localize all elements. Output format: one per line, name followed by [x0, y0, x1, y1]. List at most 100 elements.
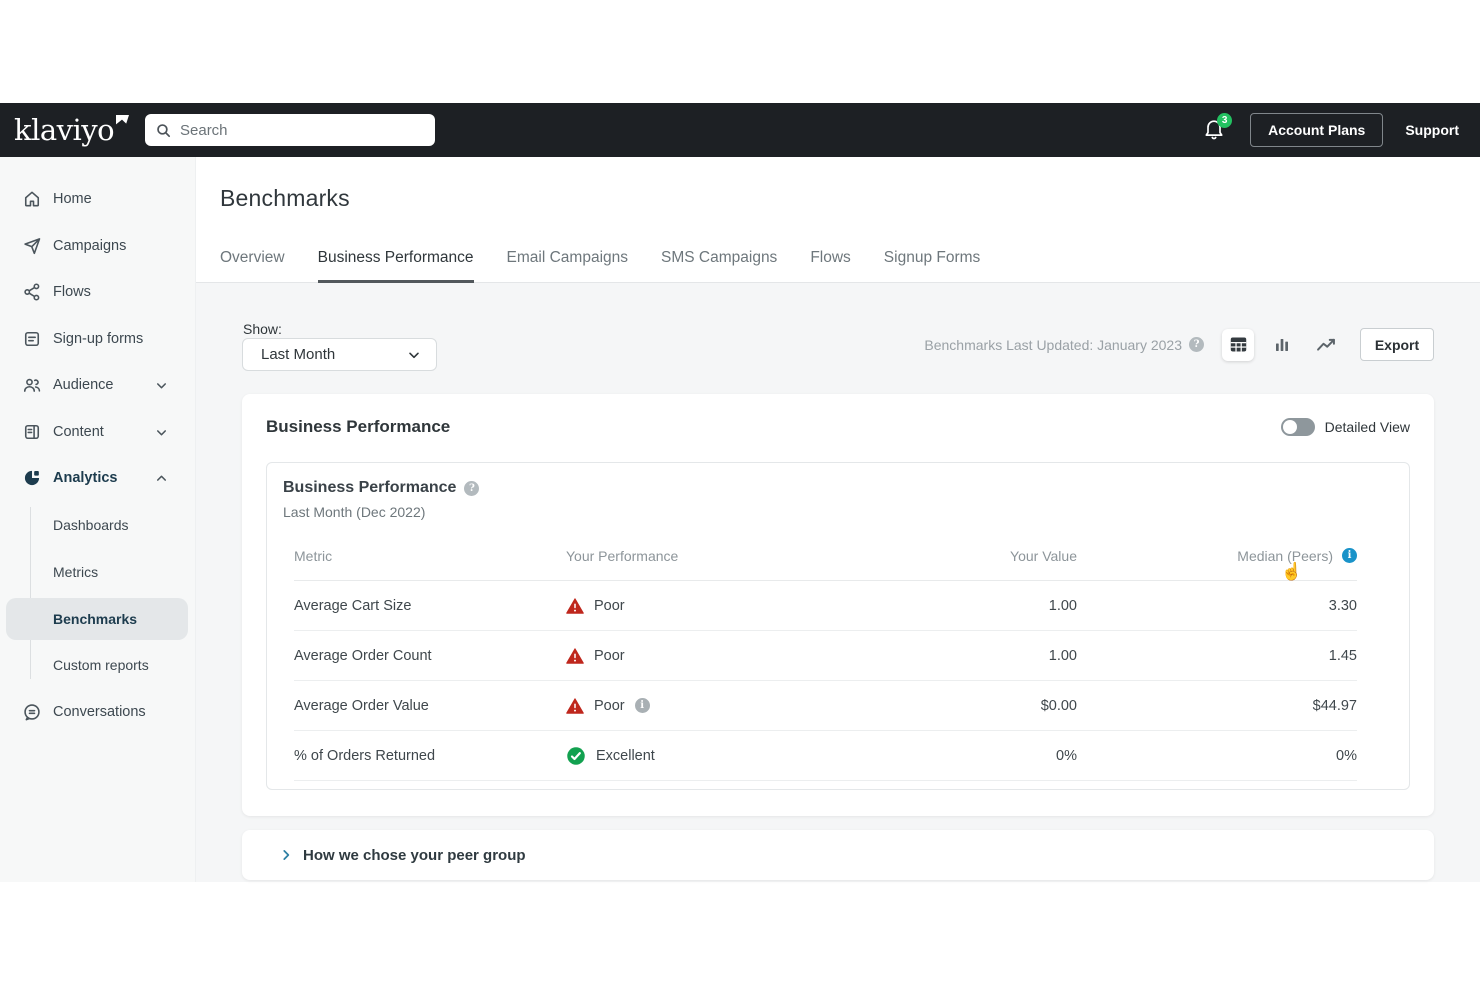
- period-select[interactable]: Last Month: [242, 338, 437, 371]
- sidebar-item-dashboards[interactable]: Dashboards: [6, 504, 188, 546]
- info-icon[interactable]: i: [1342, 548, 1357, 563]
- peer-group-expander[interactable]: How we chose your peer group: [242, 830, 1434, 880]
- report-title: Business Performance: [283, 479, 456, 497]
- screen: klaviyo 3 Account Plans Support: [0, 0, 1480, 987]
- performance-cell: Poor: [566, 648, 827, 664]
- sidebar-item-label: Dashboards: [53, 517, 129, 533]
- bar-chart-view-button[interactable]: [1266, 329, 1298, 361]
- info-icon[interactable]: i: [635, 698, 650, 713]
- search-icon: [155, 122, 172, 139]
- sidebar: Home Campaigns Flows Sign-up forms Audie…: [0, 157, 196, 882]
- page-title: Benchmarks: [220, 185, 350, 212]
- flows-icon: [22, 282, 42, 302]
- table-row: Average Cart Size Poor 1.00 3.30: [294, 581, 1357, 631]
- column-header-performance: Your Performance: [566, 548, 827, 564]
- logo-wordmark: klaviyo: [14, 113, 114, 147]
- business-performance-panel: Business Performance Detailed View Busin…: [242, 394, 1434, 816]
- table-view-button[interactable]: [1222, 329, 1254, 361]
- check-circle-icon: [566, 746, 586, 766]
- sidebar-item-label: Custom reports: [53, 657, 149, 673]
- klaviyo-logo[interactable]: klaviyo: [14, 113, 129, 147]
- tab-sms-campaigns[interactable]: SMS Campaigns: [661, 249, 777, 283]
- chevron-down-icon: [406, 347, 422, 363]
- benchmarks-meta-row: Benchmarks Last Updated: January 2023 ?: [924, 328, 1434, 361]
- your-value-cell: $0.00: [827, 698, 1077, 714]
- sidebar-item-campaigns[interactable]: Campaigns: [0, 223, 196, 269]
- column-header-your-value: Your Value: [827, 548, 1077, 564]
- metric-cell: Average Order Count: [294, 648, 566, 664]
- sidebar-item-label: Home: [53, 191, 92, 207]
- search-input[interactable]: [180, 122, 425, 139]
- tab-flows[interactable]: Flows: [810, 249, 850, 283]
- content-body: Show: Last Month Benchmarks Last Updated…: [196, 283, 1480, 882]
- export-button[interactable]: Export: [1360, 328, 1434, 361]
- period-select-value: Last Month: [261, 346, 335, 363]
- column-header-median: Median (Peers) i: [1077, 548, 1357, 564]
- your-value-cell: 1.00: [827, 648, 1077, 664]
- sidebar-item-custom-reports[interactable]: Custom reports: [6, 644, 188, 686]
- your-value-cell: 1.00: [827, 598, 1077, 614]
- performance-cell: Poor: [566, 598, 827, 614]
- tab-signup-forms[interactable]: Signup Forms: [884, 249, 980, 283]
- sidebar-item-metrics[interactable]: Metrics: [6, 551, 188, 593]
- sidebar-item-label: Benchmarks: [53, 611, 137, 627]
- account-plans-button[interactable]: Account Plans: [1250, 113, 1383, 147]
- sidebar-item-flows[interactable]: Flows: [0, 269, 196, 315]
- chat-icon: [22, 702, 42, 722]
- sidebar-item-content[interactable]: Content: [0, 409, 196, 455]
- sidebar-item-conversations[interactable]: Conversations: [0, 689, 196, 735]
- report-title-row: Business Performance ?: [283, 479, 479, 497]
- sidebar-item-signup-forms[interactable]: Sign-up forms: [0, 316, 196, 362]
- audience-icon: [22, 375, 42, 395]
- report-subtitle: Last Month (Dec 2022): [283, 504, 425, 520]
- median-cell: 1.45: [1077, 648, 1357, 664]
- show-label: Show:: [243, 321, 282, 337]
- sidebar-item-label: Campaigns: [53, 238, 126, 254]
- topbar-right: 3 Account Plans Support: [1202, 103, 1459, 157]
- main-content: Benchmarks Overview Business Performance…: [196, 157, 1480, 882]
- column-header-metric: Metric: [294, 548, 566, 564]
- support-link[interactable]: Support: [1405, 122, 1459, 138]
- help-icon[interactable]: ?: [1189, 337, 1204, 352]
- sidebar-item-label: Metrics: [53, 564, 98, 580]
- chevron-down-icon: [154, 425, 169, 440]
- detailed-view-toggle[interactable]: [1281, 418, 1315, 436]
- table-row: Average Order Count Poor 1.00 1.45: [294, 631, 1357, 681]
- line-chart-view-button[interactable]: [1310, 329, 1342, 361]
- tab-overview[interactable]: Overview: [220, 249, 285, 283]
- median-cell: $44.97: [1077, 698, 1357, 714]
- chevron-down-icon: [154, 378, 169, 393]
- panel-title: Business Performance: [266, 417, 450, 437]
- table-row: Average Order Value Poor i $0.00 $44.97: [294, 681, 1357, 731]
- tab-business-performance[interactable]: Business Performance: [318, 249, 474, 283]
- line-chart-icon: [1316, 337, 1336, 353]
- bar-chart-icon: [1273, 336, 1291, 354]
- search-box[interactable]: [145, 114, 435, 146]
- peer-group-label: How we chose your peer group: [303, 847, 526, 864]
- performance-label: Poor: [594, 598, 625, 614]
- table-view-icon: [1229, 336, 1248, 353]
- sidebar-item-analytics[interactable]: Analytics: [0, 455, 196, 501]
- sidebar-item-audience[interactable]: Audience: [0, 362, 196, 408]
- sidebar-item-label: Sign-up forms: [53, 331, 143, 347]
- benchmarks-table: Metric Your Performance Your Value Media…: [294, 531, 1357, 781]
- tab-email-campaigns[interactable]: Email Campaigns: [507, 249, 628, 283]
- median-cell: 0%: [1077, 748, 1357, 764]
- sidebar-item-label: Audience: [53, 377, 113, 393]
- sidebar-item-label: Conversations: [53, 704, 146, 720]
- sidebar-item-label: Flows: [53, 284, 91, 300]
- flag-icon: [116, 115, 129, 125]
- warning-icon: [566, 698, 584, 714]
- home-icon: [22, 189, 42, 209]
- table-header-row: Metric Your Performance Your Value Media…: [294, 531, 1357, 581]
- help-icon[interactable]: ?: [464, 481, 479, 496]
- topbar: klaviyo 3 Account Plans Support: [0, 103, 1480, 157]
- performance-label: Excellent: [596, 748, 655, 764]
- sidebar-item-benchmarks[interactable]: Benchmarks: [6, 598, 188, 640]
- content-icon: [22, 422, 42, 442]
- table-row: % of Orders Returned Excellent 0% 0%: [294, 731, 1357, 781]
- notifications-button[interactable]: 3: [1202, 117, 1228, 143]
- chevron-up-icon: [154, 471, 169, 486]
- pie-chart-icon: [22, 468, 42, 488]
- sidebar-item-home[interactable]: Home: [0, 176, 196, 222]
